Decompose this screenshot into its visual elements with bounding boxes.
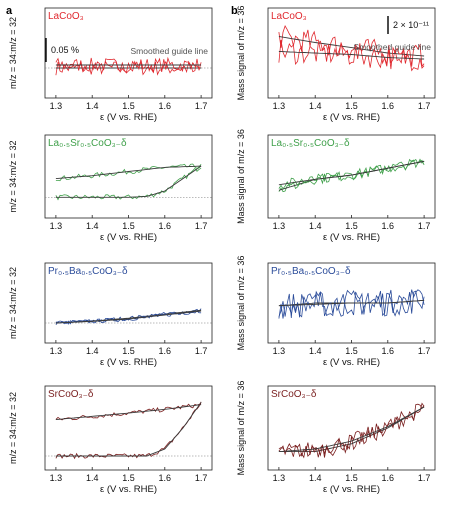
series-sweep_up xyxy=(278,25,425,68)
x-tick-label: 1.3 xyxy=(273,346,286,356)
x-tick-label: 1.7 xyxy=(418,101,431,111)
x-axis-label: ε (V vs. RHE) xyxy=(100,112,157,123)
series-sweep_up xyxy=(278,289,425,319)
x-tick-label: 1.6 xyxy=(382,473,395,483)
x-tick-label: 1.4 xyxy=(86,221,99,231)
chart-b-SrCoO3: 1.3 1.4 1.5 1.6 1.7 ε (V vs. RHE) Mass signal … xyxy=(236,381,436,495)
series-sweep_down xyxy=(278,289,425,319)
x-tick-label: 1.6 xyxy=(382,101,395,111)
guide-line-sweep_down xyxy=(55,165,202,180)
y-axis-label: Mass signal of m/z = 36 xyxy=(236,256,246,351)
panel-a-label: a xyxy=(6,5,13,17)
scale-bar-label: 2 × 10⁻¹¹ xyxy=(393,20,429,30)
guide-line-sweep_down xyxy=(278,406,425,453)
x-tick-label: 1.6 xyxy=(159,346,172,356)
chart-b-LSCO: 1.3 1.4 1.5 1.6 1.7 ε (V vs. RHE) Mass signal … xyxy=(236,129,436,243)
x-axis-label: ε (V vs. RHE) xyxy=(100,232,157,243)
x-tick-label: 1.4 xyxy=(86,101,99,111)
guide-line-sweep_down xyxy=(55,404,202,421)
series-sweep_up xyxy=(278,159,425,193)
x-tick-label: 1.7 xyxy=(418,346,431,356)
y-axis-label: Mass signal of m/z = 36 xyxy=(236,6,246,101)
x-tick-label: 1.5 xyxy=(122,473,135,483)
chart-a-LaCoO3: 1.3 1.4 1.5 1.6 1.7 ε (V vs. RHE) m/z = 34:m/z… xyxy=(8,7,213,123)
chart-title: Pr₀.₅Ba₀.₅CoO₃₋δ xyxy=(48,266,128,277)
y-axis-label: m/z = 34:m/z = 32 xyxy=(8,140,18,212)
guide-line-sweep_down xyxy=(278,51,425,60)
series-sweep_down xyxy=(278,402,425,457)
y-axis-label: Mass signal of m/z = 36 xyxy=(236,381,246,476)
guide-line-sweep_down xyxy=(278,299,425,307)
panel-b-label: b xyxy=(231,5,238,17)
chart-title: SrCoO₃₋δ xyxy=(271,389,317,400)
chart-title: SrCoO₃₋δ xyxy=(48,389,94,400)
x-tick-label: 1.5 xyxy=(345,101,358,111)
x-tick-label: 1.4 xyxy=(309,101,322,111)
series-sweep_down xyxy=(278,39,425,72)
x-tick-label: 1.4 xyxy=(309,346,322,356)
guide-line-sweep_up xyxy=(55,165,202,198)
chart-a-PBCO: 1.3 1.4 1.5 1.6 1.7 ε (V vs. RHE) m/z = 34:m/z… xyxy=(8,262,213,368)
x-tick-label: 1.5 xyxy=(122,346,135,356)
x-tick-label: 1.6 xyxy=(159,473,172,483)
chart-a-LSCO: 1.3 1.4 1.5 1.6 1.7 ε (V vs. RHE) m/z = 34:m/z… xyxy=(8,134,213,243)
x-tick-label: 1.4 xyxy=(86,473,99,483)
scale-bar-label: 0.05 % xyxy=(51,45,79,55)
x-tick-label: 1.3 xyxy=(50,346,63,356)
y-axis-label: m/z = 34:m/z = 32 xyxy=(8,17,18,89)
series-sweep_down xyxy=(55,163,202,182)
series-sweep_up xyxy=(55,167,202,201)
series-sweep_up xyxy=(55,401,202,460)
guide-line-sweep_down xyxy=(278,160,425,186)
chart-title: LaCoO₃ xyxy=(271,11,307,22)
x-tick-label: 1.7 xyxy=(195,221,208,231)
x-tick-label: 1.6 xyxy=(382,221,395,231)
x-tick-label: 1.6 xyxy=(159,101,172,111)
x-tick-label: 1.7 xyxy=(195,473,208,483)
y-axis-label: m/z = 34:m/z = 32 xyxy=(8,392,18,464)
x-tick-label: 1.6 xyxy=(382,346,395,356)
guide-line-label: Smoothed guide line xyxy=(130,46,208,56)
x-tick-label: 1.4 xyxy=(309,221,322,231)
x-tick-label: 1.3 xyxy=(50,221,63,231)
x-tick-label: 1.5 xyxy=(122,221,135,231)
guide-line-sweep_up xyxy=(55,402,202,457)
x-tick-label: 1.7 xyxy=(195,346,208,356)
x-tick-label: 1.7 xyxy=(418,473,431,483)
x-tick-label: 1.3 xyxy=(50,473,63,483)
x-axis-label: ε (V vs. RHE) xyxy=(100,484,157,495)
chart-title: LaCoO₃ xyxy=(48,11,84,22)
x-tick-label: 1.3 xyxy=(273,221,286,231)
series-sweep_down xyxy=(278,158,425,190)
x-tick-label: 1.3 xyxy=(273,473,286,483)
x-axis-label: ε (V vs. RHE) xyxy=(323,484,380,495)
chart-title: La₀.₅Sr₀.₅CoO₃₋δ xyxy=(48,138,127,149)
x-axis-label: ε (V vs. RHE) xyxy=(323,357,380,368)
x-tick-label: 1.5 xyxy=(345,221,358,231)
x-tick-label: 1.5 xyxy=(345,346,358,356)
y-axis-label: m/z = 34:m/z = 32 xyxy=(8,267,18,339)
x-tick-label: 1.4 xyxy=(309,473,322,483)
x-tick-label: 1.4 xyxy=(86,346,99,356)
chart-b-LaCoO3: 1.3 1.4 1.5 1.6 1.7 ε (V vs. RHE) Mass signal … xyxy=(236,6,436,123)
x-axis-label: ε (V vs. RHE) xyxy=(323,112,380,123)
x-axis-label: ε (V vs. RHE) xyxy=(323,232,380,243)
chart-b-PBCO: 1.3 1.4 1.5 1.6 1.7 ε (V vs. RHE) Mass signal … xyxy=(236,256,436,368)
x-tick-label: 1.7 xyxy=(195,101,208,111)
x-tick-label: 1.7 xyxy=(418,221,431,231)
x-tick-label: 1.5 xyxy=(345,473,358,483)
y-axis-label: Mass signal of m/z = 36 xyxy=(236,129,246,224)
x-axis-label: ε (V vs. RHE) xyxy=(100,357,157,368)
x-tick-label: 1.3 xyxy=(273,101,286,111)
chart-a-SrCoO3: 1.3 1.4 1.5 1.6 1.7 ε (V vs. RHE) m/z = 34:m/z… xyxy=(8,385,213,495)
chart-title: Pr₀.₅Ba₀.₅CoO₃₋δ xyxy=(271,266,351,277)
x-tick-label: 1.3 xyxy=(50,101,63,111)
x-tick-label: 1.5 xyxy=(122,101,135,111)
series-sweep_down xyxy=(55,56,202,73)
x-tick-label: 1.6 xyxy=(159,221,172,231)
chart-title: La₀.₅Sr₀.₅CoO₃₋δ xyxy=(271,138,350,149)
guide-line-sweep_down xyxy=(55,310,202,324)
guide-line-label: Smoothed guide line xyxy=(353,42,431,52)
